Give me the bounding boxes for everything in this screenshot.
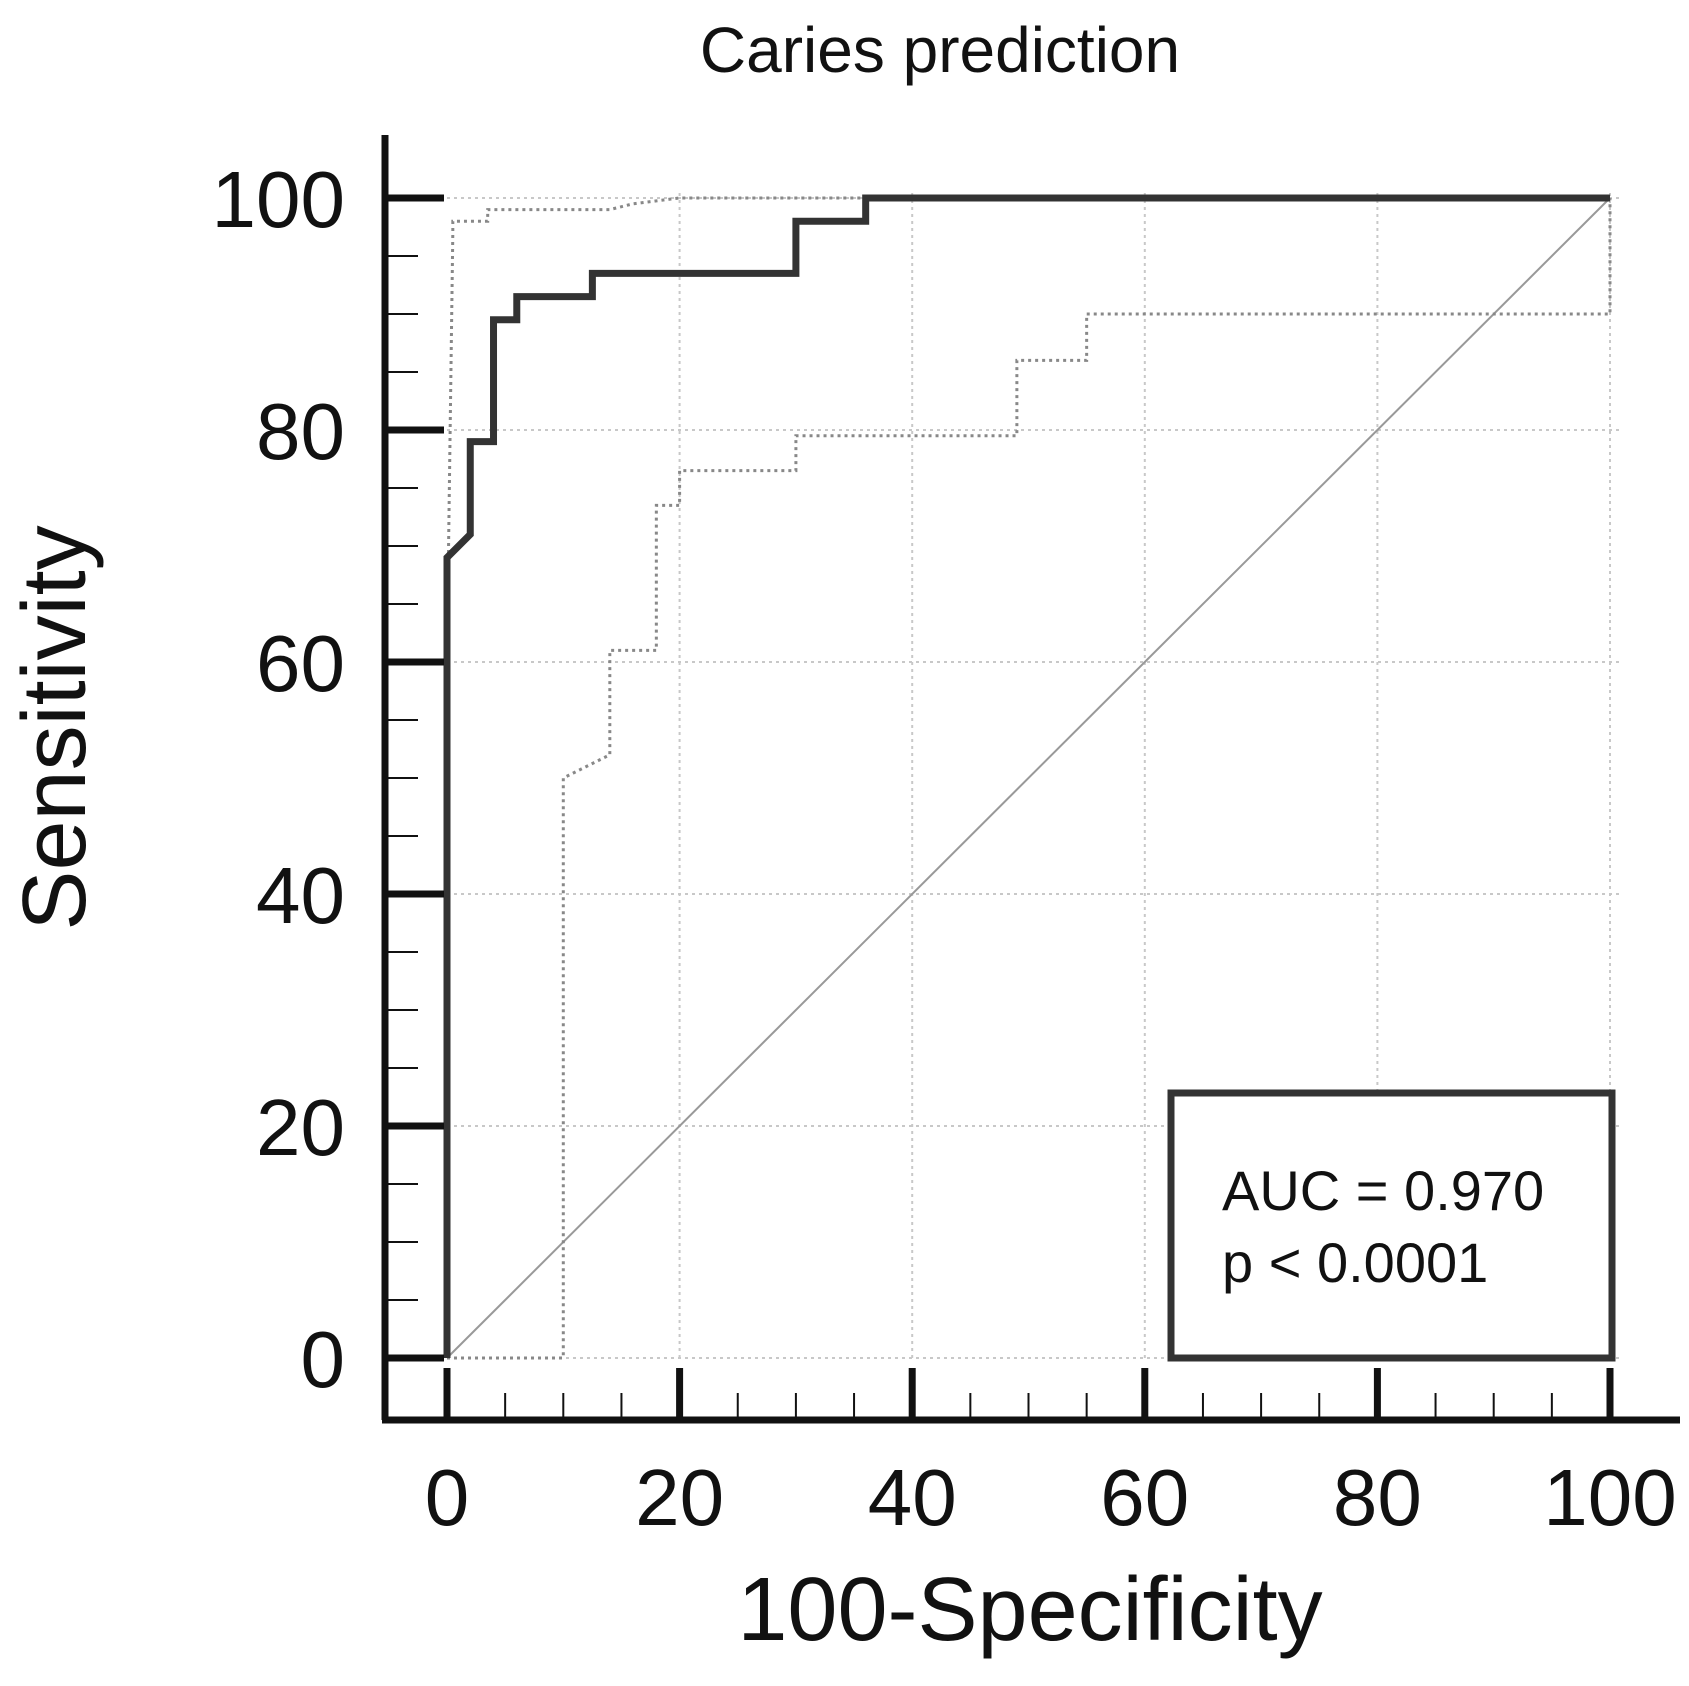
- roc-group: [443, 194, 1610, 1358]
- y-tick-label: 60: [256, 619, 345, 708]
- stats-box: [1167, 1089, 1616, 1362]
- x-tick-label: 0: [425, 1453, 470, 1542]
- y-tick-label: 100: [212, 155, 345, 244]
- x-tick-label: 80: [1333, 1453, 1422, 1542]
- auc-label: AUC = 0.970: [1222, 1159, 1544, 1222]
- chart-title: Caries prediction: [700, 14, 1180, 86]
- x-tick-label: 40: [868, 1453, 957, 1542]
- p-value-label: p < 0.0001: [1222, 1231, 1488, 1294]
- y-tick-label: 80: [256, 387, 345, 476]
- y-tick-label: 40: [256, 851, 345, 940]
- grid: [447, 193, 1620, 1359]
- x-tick-label: 20: [635, 1453, 724, 1542]
- reference-line: [446, 197, 1611, 1359]
- y-tick-label: 20: [256, 1083, 345, 1172]
- y-axis-label: Sensitivity: [5, 525, 105, 930]
- x-tick-label: 100: [1543, 1453, 1676, 1542]
- ci-upper-curve: [445, 196, 1610, 1358]
- reference-line-group: [446, 197, 1611, 1359]
- y-ticks: 0 20 40 60 80 100: [212, 155, 444, 1404]
- x-axis-label: 100-Specificity: [737, 1560, 1322, 1660]
- roc-curve: [443, 194, 1610, 1358]
- x-tick-label: 60: [1100, 1453, 1189, 1542]
- x-ticks: 0 20 40 60 80 100: [425, 1368, 1677, 1542]
- y-tick-label: 0: [301, 1315, 346, 1404]
- ci-group: [445, 196, 1612, 1360]
